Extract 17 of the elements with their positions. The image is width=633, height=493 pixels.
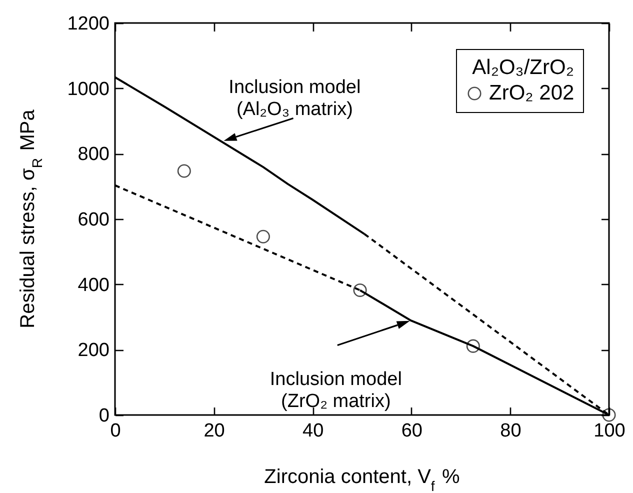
x-tick-label: 80 [500, 420, 522, 442]
y-tick-label: 1200 [67, 14, 110, 34]
y-tick-label: 400 [78, 274, 110, 296]
y-tick-label: 800 [78, 144, 110, 166]
legend-label: ZrO₂ 202 [489, 82, 574, 104]
y-tick-label: 600 [78, 210, 110, 230]
x-tick-label: 20 [204, 420, 225, 442]
x-tick-label: 100 [594, 420, 626, 442]
legend-title: Al₂O₃/ZrO₂ [472, 56, 574, 79]
annotation: Inclusion model (Al₂O₃ matrix) [228, 76, 361, 120]
x-axis-title: Zirconia content, V$_{f}$ % [264, 466, 460, 493]
y-tick-label: 1000 [67, 78, 110, 100]
x-tick-label: 40 [302, 420, 324, 442]
y-tick-label: 200 [78, 340, 110, 362]
y-tick-label: 0 [98, 406, 110, 426]
x-tick-label: 60 [401, 420, 422, 442]
annotation: Inclusion model (ZrO₂ matrix) [270, 368, 402, 412]
